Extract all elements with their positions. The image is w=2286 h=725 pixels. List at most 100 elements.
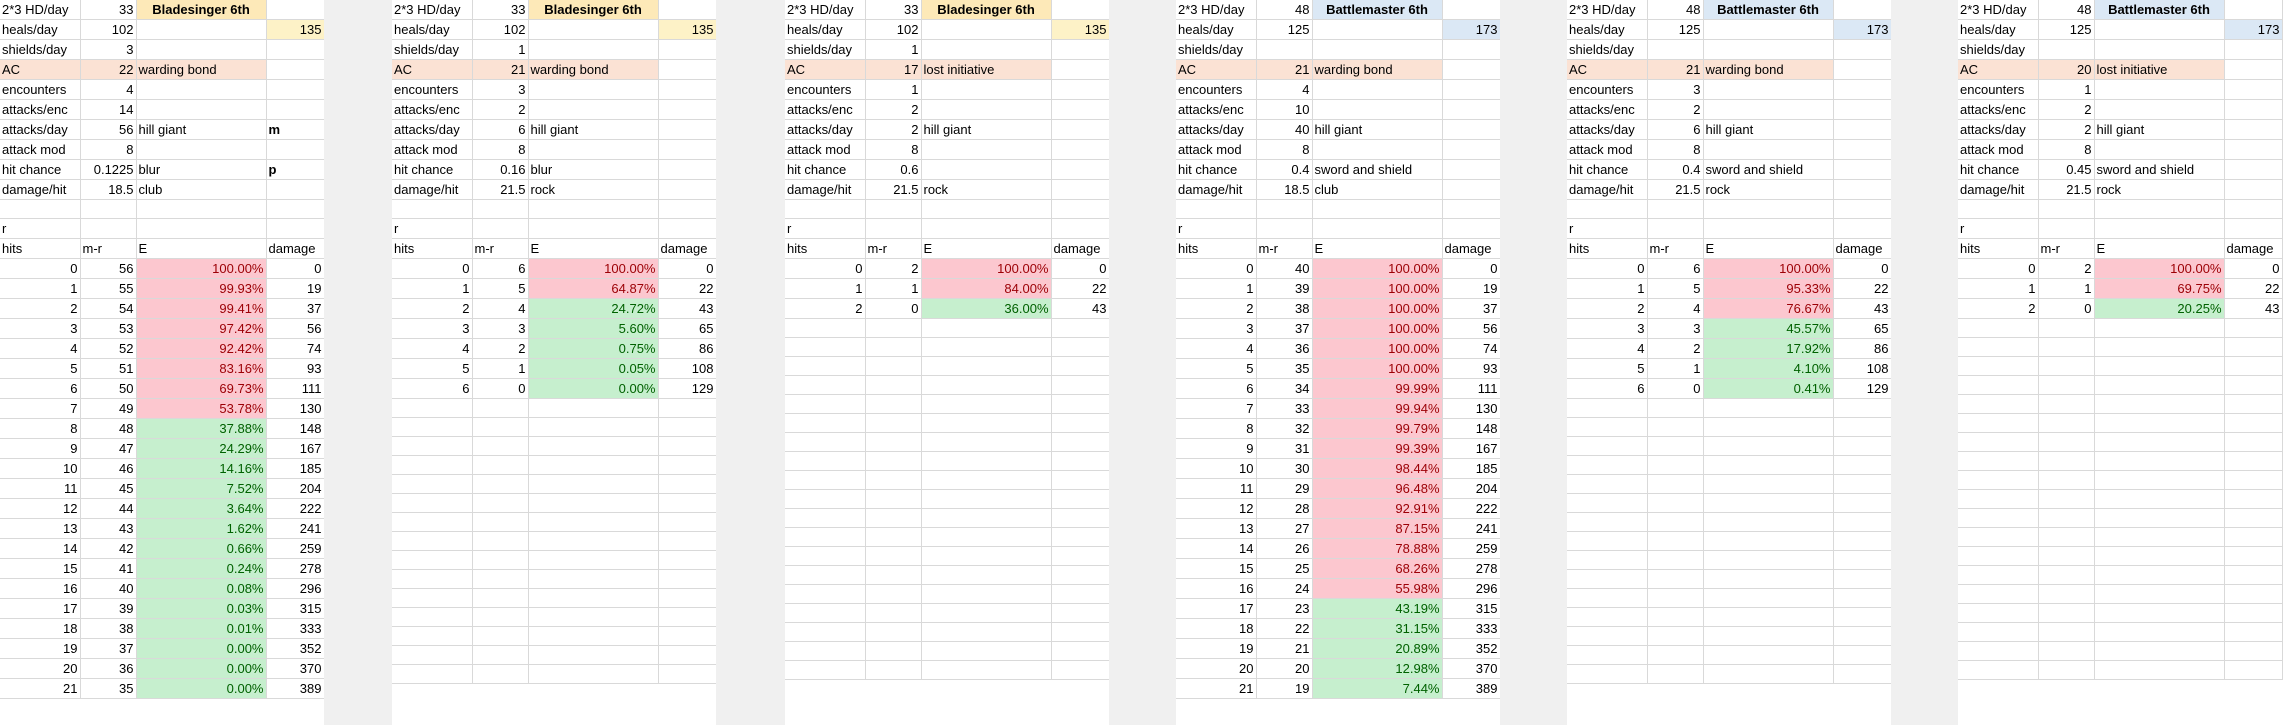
mr-cell[interactable]: 0 <box>1647 378 1704 399</box>
empty-cell[interactable] <box>2224 199 2283 219</box>
mr-cell[interactable]: 50 <box>80 378 137 399</box>
empty-cell[interactable] <box>1833 645 1892 665</box>
param-value[interactable]: 8 <box>2038 139 2095 160</box>
empty-cell[interactable] <box>392 588 473 608</box>
param-note[interactable]: warding bond <box>528 59 659 80</box>
param-extra[interactable]: 173 <box>1442 19 1501 40</box>
empty-cell[interactable] <box>1647 199 1704 219</box>
empty-cell[interactable] <box>1958 432 2039 452</box>
damage-cell[interactable]: 259 <box>266 538 325 559</box>
empty-cell[interactable] <box>528 493 659 513</box>
param-note[interactable]: rock <box>1703 179 1834 200</box>
param-label[interactable]: 2*3 HD/day <box>1176 0 1257 20</box>
mr-cell[interactable]: 24 <box>1256 578 1313 599</box>
empty-cell[interactable] <box>658 645 717 665</box>
empty-cell[interactable] <box>472 531 529 551</box>
param-note[interactable] <box>528 19 659 40</box>
param-extra[interactable] <box>1833 79 1892 100</box>
empty-cell[interactable] <box>1833 607 1892 627</box>
empty-cell[interactable] <box>1567 512 1648 532</box>
hits-cell[interactable]: 12 <box>0 498 81 519</box>
empty-cell[interactable] <box>1958 565 2039 585</box>
e-cell[interactable]: 0.00% <box>136 638 267 659</box>
empty-cell[interactable] <box>1442 218 1501 239</box>
damage-cell[interactable]: 315 <box>266 598 325 619</box>
empty-cell[interactable] <box>2094 489 2225 509</box>
damage-cell[interactable]: 222 <box>1442 498 1501 519</box>
damage-cell[interactable]: 129 <box>1833 378 1892 399</box>
param-note[interactable] <box>1312 139 1443 160</box>
param-value[interactable]: 125 <box>2038 19 2095 40</box>
param-extra[interactable]: m <box>266 119 325 140</box>
empty-cell[interactable] <box>1703 607 1834 627</box>
empty-cell[interactable] <box>2038 660 2095 680</box>
hits-cell[interactable]: 18 <box>0 618 81 639</box>
param-note[interactable] <box>921 39 1052 60</box>
col-header-e[interactable]: E <box>2094 238 2225 259</box>
param-value[interactable]: 21.5 <box>472 179 529 200</box>
param-value[interactable]: 8 <box>80 139 137 160</box>
param-label[interactable]: heals/day <box>392 19 473 40</box>
param-note[interactable] <box>1312 99 1443 120</box>
empty-cell[interactable] <box>2094 527 2225 547</box>
damage-cell[interactable]: 93 <box>1442 358 1501 379</box>
mr-cell[interactable]: 40 <box>1256 258 1313 279</box>
empty-cell[interactable] <box>2038 603 2095 623</box>
param-note[interactable] <box>2094 99 2225 120</box>
param-value[interactable]: 1 <box>472 39 529 60</box>
mr-cell[interactable]: 4 <box>1647 298 1704 319</box>
param-note[interactable]: club <box>1312 179 1443 200</box>
param-label[interactable]: shields/day <box>1958 39 2039 60</box>
col-header-mr[interactable]: m-r <box>1256 238 1313 259</box>
empty-cell[interactable] <box>658 199 717 219</box>
empty-cell[interactable] <box>921 394 1052 414</box>
param-note[interactable] <box>1312 39 1443 60</box>
mr-cell[interactable]: 47 <box>80 438 137 459</box>
param-extra[interactable] <box>1833 159 1892 180</box>
empty-cell[interactable] <box>2224 413 2283 433</box>
param-value[interactable]: 21 <box>1256 59 1313 80</box>
param-label[interactable]: hit chance <box>785 159 866 180</box>
empty-cell[interactable] <box>392 569 473 589</box>
empty-cell[interactable] <box>392 417 473 437</box>
empty-cell[interactable] <box>1647 626 1704 646</box>
param-note[interactable]: sword and shield <box>1703 159 1834 180</box>
col-header-e[interactable]: E <box>1703 238 1834 259</box>
empty-cell[interactable] <box>1703 550 1834 570</box>
param-note[interactable] <box>136 19 267 40</box>
empty-cell[interactable] <box>921 356 1052 376</box>
empty-cell[interactable] <box>921 413 1052 433</box>
param-extra[interactable] <box>1051 59 1110 80</box>
param-value[interactable]: 4 <box>80 79 137 100</box>
damage-cell[interactable]: 333 <box>266 618 325 639</box>
empty-cell[interactable] <box>528 455 659 475</box>
empty-cell[interactable] <box>528 199 659 219</box>
hits-cell[interactable]: 2 <box>0 298 81 319</box>
damage-cell[interactable]: 148 <box>266 418 325 439</box>
e-cell[interactable]: 20.25% <box>2094 298 2225 319</box>
hits-cell[interactable]: 13 <box>0 518 81 539</box>
col-header-e[interactable]: E <box>921 238 1052 259</box>
r-label[interactable]: r <box>1958 218 2039 239</box>
mr-cell[interactable]: 54 <box>80 298 137 319</box>
param-extra[interactable] <box>658 0 717 20</box>
empty-cell[interactable] <box>1833 455 1892 475</box>
param-value[interactable]: 1 <box>865 79 922 100</box>
hits-cell[interactable]: 1 <box>1176 278 1257 299</box>
param-value[interactable]: 2 <box>472 99 529 120</box>
empty-cell[interactable] <box>865 527 922 547</box>
damage-cell[interactable]: 43 <box>1833 298 1892 319</box>
empty-cell[interactable] <box>1833 218 1892 239</box>
param-note[interactable] <box>1703 39 1834 60</box>
empty-cell[interactable] <box>921 508 1052 528</box>
empty-cell[interactable] <box>865 565 922 585</box>
empty-cell[interactable] <box>1703 398 1834 418</box>
e-cell[interactable]: 43.19% <box>1312 598 1443 619</box>
empty-cell[interactable] <box>921 641 1052 661</box>
empty-cell[interactable] <box>921 527 1052 547</box>
param-label[interactable]: AC <box>1567 59 1648 80</box>
empty-cell[interactable] <box>658 664 717 684</box>
param-label[interactable]: attack mod <box>1176 139 1257 160</box>
empty-cell[interactable] <box>1703 664 1834 684</box>
param-note[interactable] <box>528 139 659 160</box>
